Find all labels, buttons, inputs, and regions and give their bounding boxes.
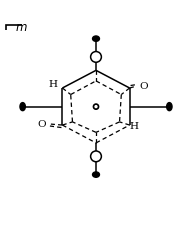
Text: $m$: $m$ [15,21,28,34]
Circle shape [95,106,97,108]
Text: O: O [139,82,148,91]
Ellipse shape [20,103,25,111]
Text: H: H [130,122,139,131]
Ellipse shape [93,36,99,41]
Text: O: O [37,120,46,129]
Ellipse shape [93,172,99,177]
Text: H: H [49,80,58,89]
Ellipse shape [167,103,172,111]
Circle shape [93,104,99,109]
